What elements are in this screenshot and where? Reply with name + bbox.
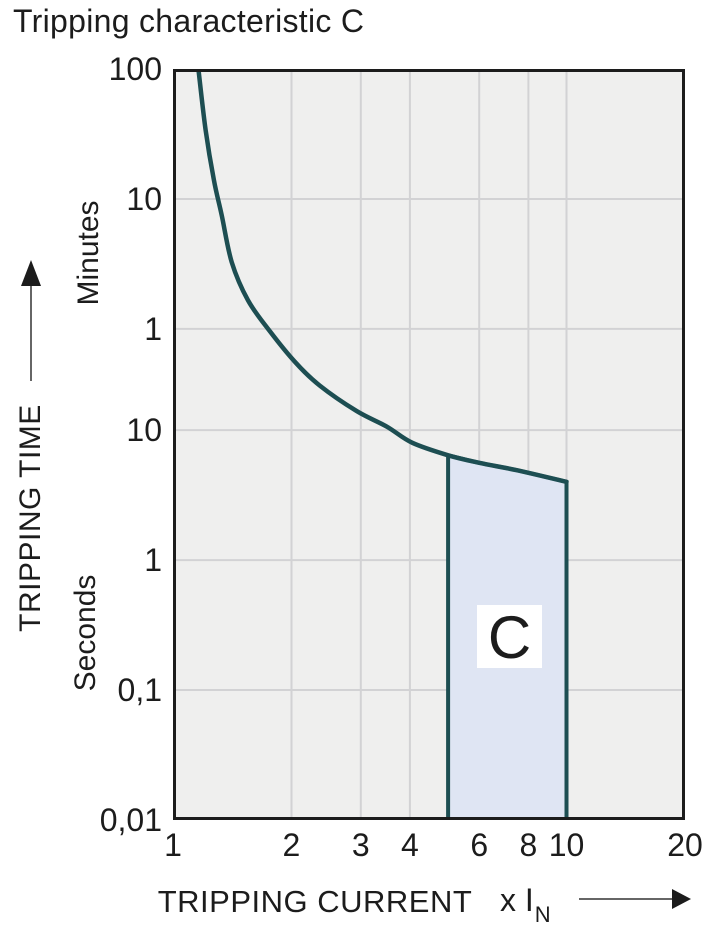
x-tick-label: 8 <box>519 827 538 863</box>
x-tick-label: 3 <box>351 827 370 863</box>
y-tick-label: 1 <box>144 310 162 347</box>
x-tick-label: 2 <box>282 827 301 863</box>
tripping-curve <box>196 69 569 485</box>
x-tick-label: 4 <box>401 827 419 863</box>
y-tick-label: 10 <box>126 412 162 449</box>
y-tick-label: 0,01 <box>99 802 162 838</box>
x-axis-unit: x IN <box>500 882 551 928</box>
right-arrow-icon <box>579 889 691 909</box>
chart-title: Tripping characteristic C <box>13 3 365 39</box>
y-axis-title: TRIPPING TIME <box>14 404 47 632</box>
region-label: C <box>488 604 531 671</box>
x-tick-label: 10 <box>548 827 585 863</box>
x-tick-label: 6 <box>470 827 489 863</box>
y-tick-label: 1 <box>144 542 162 579</box>
up-arrow-icon <box>21 260 41 381</box>
plot-frame <box>173 69 685 820</box>
region-label-box <box>477 605 542 668</box>
y-tick-label: 100 <box>108 51 162 87</box>
y-unit-minutes: Minutes <box>72 200 105 306</box>
x-axis-title: TRIPPING CURRENT <box>157 884 473 919</box>
plot-background <box>173 69 685 820</box>
x-tick-label: 20 <box>667 827 703 863</box>
y-unit-seconds: Seconds <box>69 574 102 692</box>
x-axis-unit-prefix: x I <box>500 882 534 918</box>
x-tick-label: 1 <box>164 827 182 863</box>
x-axis-unit-sub: N <box>534 902 551 928</box>
plot-area: C <box>173 69 685 820</box>
